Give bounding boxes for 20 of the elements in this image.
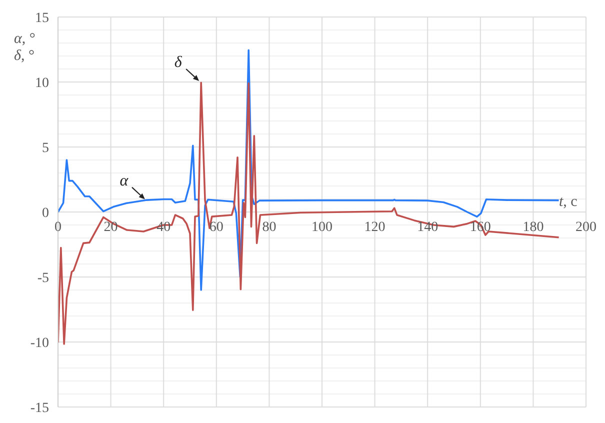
y-tick-label: -5 xyxy=(37,270,49,286)
x-tick-label: 140 xyxy=(417,220,438,235)
x-tick-label: 0 xyxy=(54,220,62,235)
y-tick-label: 10 xyxy=(35,76,49,91)
y-tick-label: 15 xyxy=(35,10,49,26)
y-tick-label: 0 xyxy=(42,206,49,221)
x-axis-title: t, c xyxy=(559,194,578,210)
x-tick-label: 200 xyxy=(576,220,596,235)
y-tick-label: 5 xyxy=(42,140,49,156)
x-tick-label: 80 xyxy=(262,220,276,235)
y-tick-label: -15 xyxy=(30,400,49,416)
x-tick-label: 100 xyxy=(312,220,332,235)
x-tick-label: 120 xyxy=(364,220,386,235)
annotation: α xyxy=(120,172,129,190)
x-tick-label: 20 xyxy=(104,220,118,235)
y-tick-label: -10 xyxy=(30,336,49,351)
x-tick-label: 180 xyxy=(522,220,544,235)
y-axis-title: α, ° δ, ° xyxy=(14,31,36,64)
annotation: δ xyxy=(174,54,182,71)
x-tick-label: 60 xyxy=(209,220,224,235)
